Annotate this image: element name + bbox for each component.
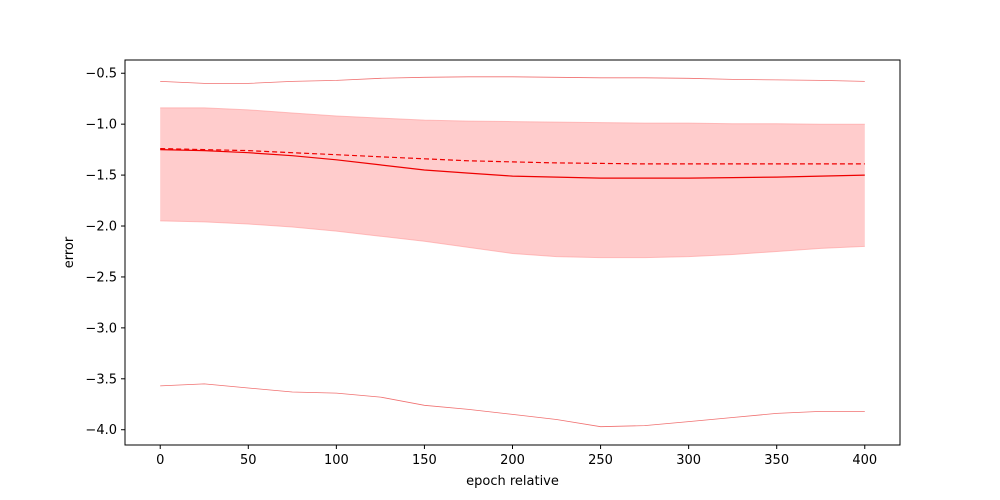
plot-area [160, 76, 865, 428]
x-tick-label: 100 [324, 453, 349, 468]
y-tick-label: −2.0 [85, 220, 117, 235]
x-axis: 0 50 100 150 200 250 300 350 400 [156, 445, 877, 468]
x-axis-label: epoch relative [466, 474, 559, 489]
y-tick-label: −1.5 [85, 169, 117, 184]
y-axis: −4.0 −3.5 −3.0 −2.5 −2.0 −1.5 −1.0 −0.5 [85, 67, 125, 438]
mean-line [160, 149, 865, 179]
x-tick-label: 50 [240, 453, 257, 468]
x-tick-label: 150 [412, 453, 437, 468]
y-tick-label: −4.0 [85, 423, 117, 438]
x-tick-label: 0 [156, 453, 164, 468]
y-tick-label: −1.0 [85, 118, 117, 133]
confidence-band [160, 107, 865, 258]
band-upper-edge [160, 107, 865, 125]
y-axis-label: error [62, 236, 77, 268]
y-tick-label: −2.5 [85, 270, 117, 285]
x-tick-label: 250 [588, 453, 613, 468]
x-tick-label: 200 [500, 453, 525, 468]
x-tick-label: 400 [852, 453, 877, 468]
x-tick-label: 300 [676, 453, 701, 468]
reference-dashed-line [160, 148, 865, 165]
x-tick-label: 350 [764, 453, 789, 468]
max-line [160, 76, 865, 84]
band-lower-edge [160, 220, 865, 259]
min-line [160, 383, 865, 428]
y-tick-label: −0.5 [85, 67, 117, 82]
y-tick-label: −3.0 [85, 321, 117, 336]
y-tick-label: −3.5 [85, 372, 117, 387]
